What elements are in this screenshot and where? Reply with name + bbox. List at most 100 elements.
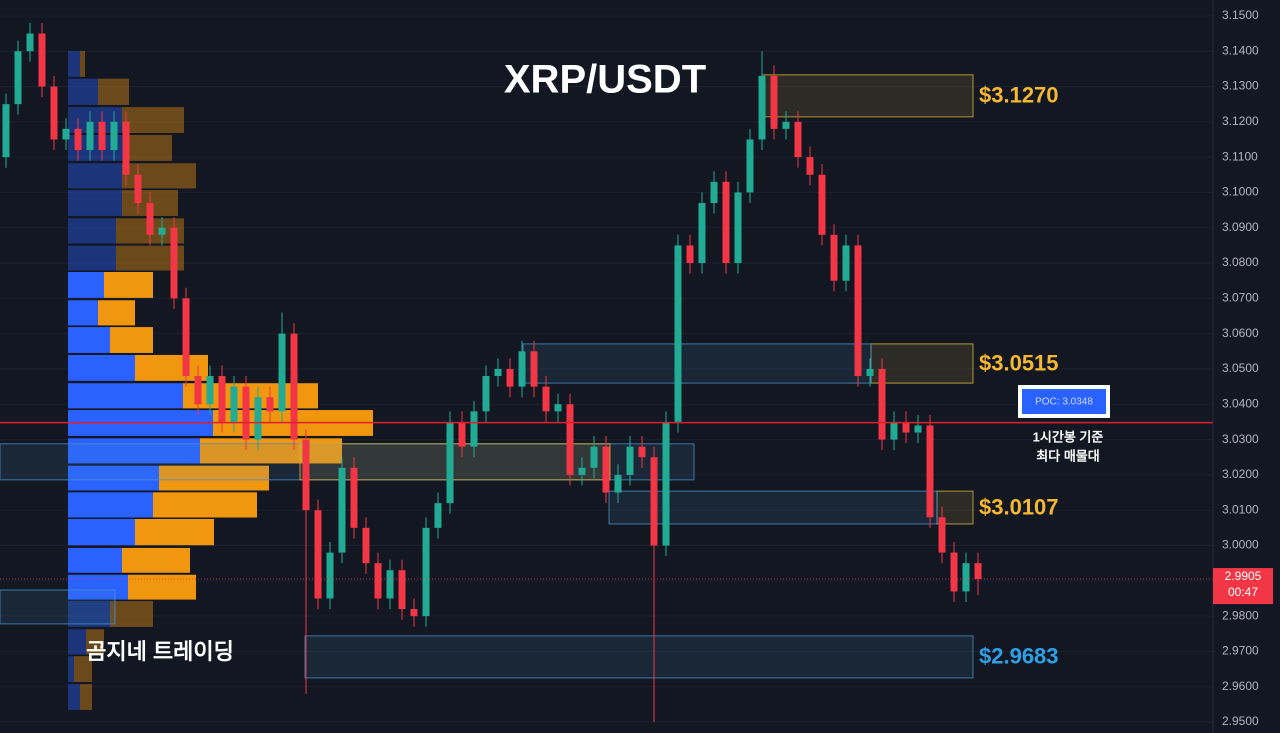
candle-body — [2, 104, 10, 158]
candle-body — [158, 227, 166, 235]
price-axis — [1213, 0, 1280, 733]
profile-sell — [110, 327, 153, 353]
candle-body — [590, 446, 598, 468]
candle-body — [446, 421, 454, 504]
candle-body — [302, 439, 310, 511]
zone — [522, 343, 872, 384]
zone-label: $2.9683 — [979, 644, 1059, 669]
candle-body — [206, 376, 214, 405]
candle-body — [110, 121, 118, 151]
y-tick-label: 3.1100 — [1222, 149, 1258, 163]
candle-body — [338, 467, 346, 553]
zone — [761, 74, 974, 118]
profile-sell — [159, 465, 269, 491]
profile-sell — [98, 300, 135, 326]
candle-body — [830, 234, 838, 281]
y-tick-label: 3.0500 — [1222, 361, 1259, 375]
profile-buy — [68, 327, 110, 353]
price-axis-labels: 3.1500 3.1400 3.1300 3.1200 3.1100 3.1000 3.09… — [1213, 8, 1273, 728]
profile-buy — [68, 465, 159, 491]
price-tag — [1213, 568, 1273, 605]
grid — [0, 15, 1213, 723]
profile-buy — [68, 354, 135, 381]
candle-body — [782, 121, 790, 129]
profile-buy — [68, 547, 122, 573]
profile-buy — [68, 629, 86, 655]
candle-body — [758, 75, 766, 140]
candle-body — [770, 75, 778, 129]
candle-body — [398, 570, 406, 610]
candle-body — [578, 467, 586, 475]
candle-body — [698, 203, 706, 264]
candle-body — [914, 425, 922, 433]
candle-body — [806, 157, 814, 175]
candle-body — [194, 376, 202, 405]
profile-buy — [68, 163, 122, 189]
candle-body — [146, 203, 154, 235]
poc-note: 최다 매물대 — [1036, 448, 1099, 463]
poc-note: 1시간봉 기준 — [1033, 429, 1104, 444]
y-tick-label: 3.0200 — [1222, 467, 1259, 481]
profile-buy — [68, 190, 122, 216]
price-tag-value: 2.9905 — [1225, 569, 1262, 583]
candle-body — [842, 245, 850, 281]
candle-body — [98, 121, 106, 151]
candle-body — [638, 446, 646, 458]
candle-body — [746, 139, 754, 193]
zone-label: $3.1270 — [979, 83, 1059, 108]
profile-sell — [98, 78, 129, 105]
candle-body — [626, 446, 634, 475]
zone-label: $3.0515 — [979, 350, 1059, 375]
candle-body — [182, 298, 190, 377]
candle-body — [218, 376, 226, 422]
candle-body — [962, 563, 970, 592]
candle-body — [542, 386, 550, 412]
candle-body — [794, 121, 802, 158]
y-tick-label: 2.9800 — [1222, 608, 1259, 622]
candle-body — [290, 333, 298, 440]
candle-body — [554, 404, 562, 412]
candle-body — [14, 51, 22, 105]
y-tick-label: 3.1300 — [1222, 79, 1259, 93]
candle-body — [494, 368, 502, 377]
zone — [0, 589, 116, 625]
profile-buy — [68, 50, 80, 77]
candle-body — [854, 245, 862, 377]
y-tick-label: 2.9600 — [1222, 679, 1259, 693]
candle-body — [530, 351, 538, 387]
profile-buy — [68, 492, 153, 518]
zone — [870, 343, 974, 384]
candle-body — [686, 245, 694, 264]
candle-body — [938, 517, 946, 553]
profile-buy — [68, 271, 104, 298]
chart-title: XRP/USDT — [504, 58, 706, 102]
y-tick-label: 3.0900 — [1222, 220, 1259, 234]
candle-body — [266, 397, 274, 412]
candle-body — [50, 86, 58, 140]
profile-buy — [68, 78, 98, 105]
profile-sell — [104, 271, 153, 298]
profile-sell — [122, 547, 190, 573]
candle-body — [518, 351, 526, 387]
price-tag-countdown: 00:47 — [1228, 585, 1258, 599]
profile-sell — [110, 601, 153, 627]
candle-body — [818, 174, 826, 235]
candle-body — [974, 563, 982, 580]
candle-body — [38, 33, 46, 87]
profile-sell — [125, 134, 172, 161]
candle-body — [278, 333, 286, 412]
candle-body — [242, 386, 250, 440]
y-tick-label: 3.1200 — [1222, 114, 1259, 128]
candle-body — [26, 33, 34, 52]
candle-body — [566, 404, 574, 475]
y-tick-label: 3.0100 — [1222, 502, 1259, 516]
profile-buy — [68, 438, 200, 464]
candle-body — [878, 368, 886, 440]
candle-body — [722, 181, 730, 264]
y-tick-label: 3.0400 — [1222, 396, 1259, 410]
watermark: 곰지네 트레이딩 — [86, 639, 234, 664]
candle-body — [866, 368, 874, 377]
candle-body — [350, 467, 358, 528]
profile-buy — [68, 245, 116, 271]
